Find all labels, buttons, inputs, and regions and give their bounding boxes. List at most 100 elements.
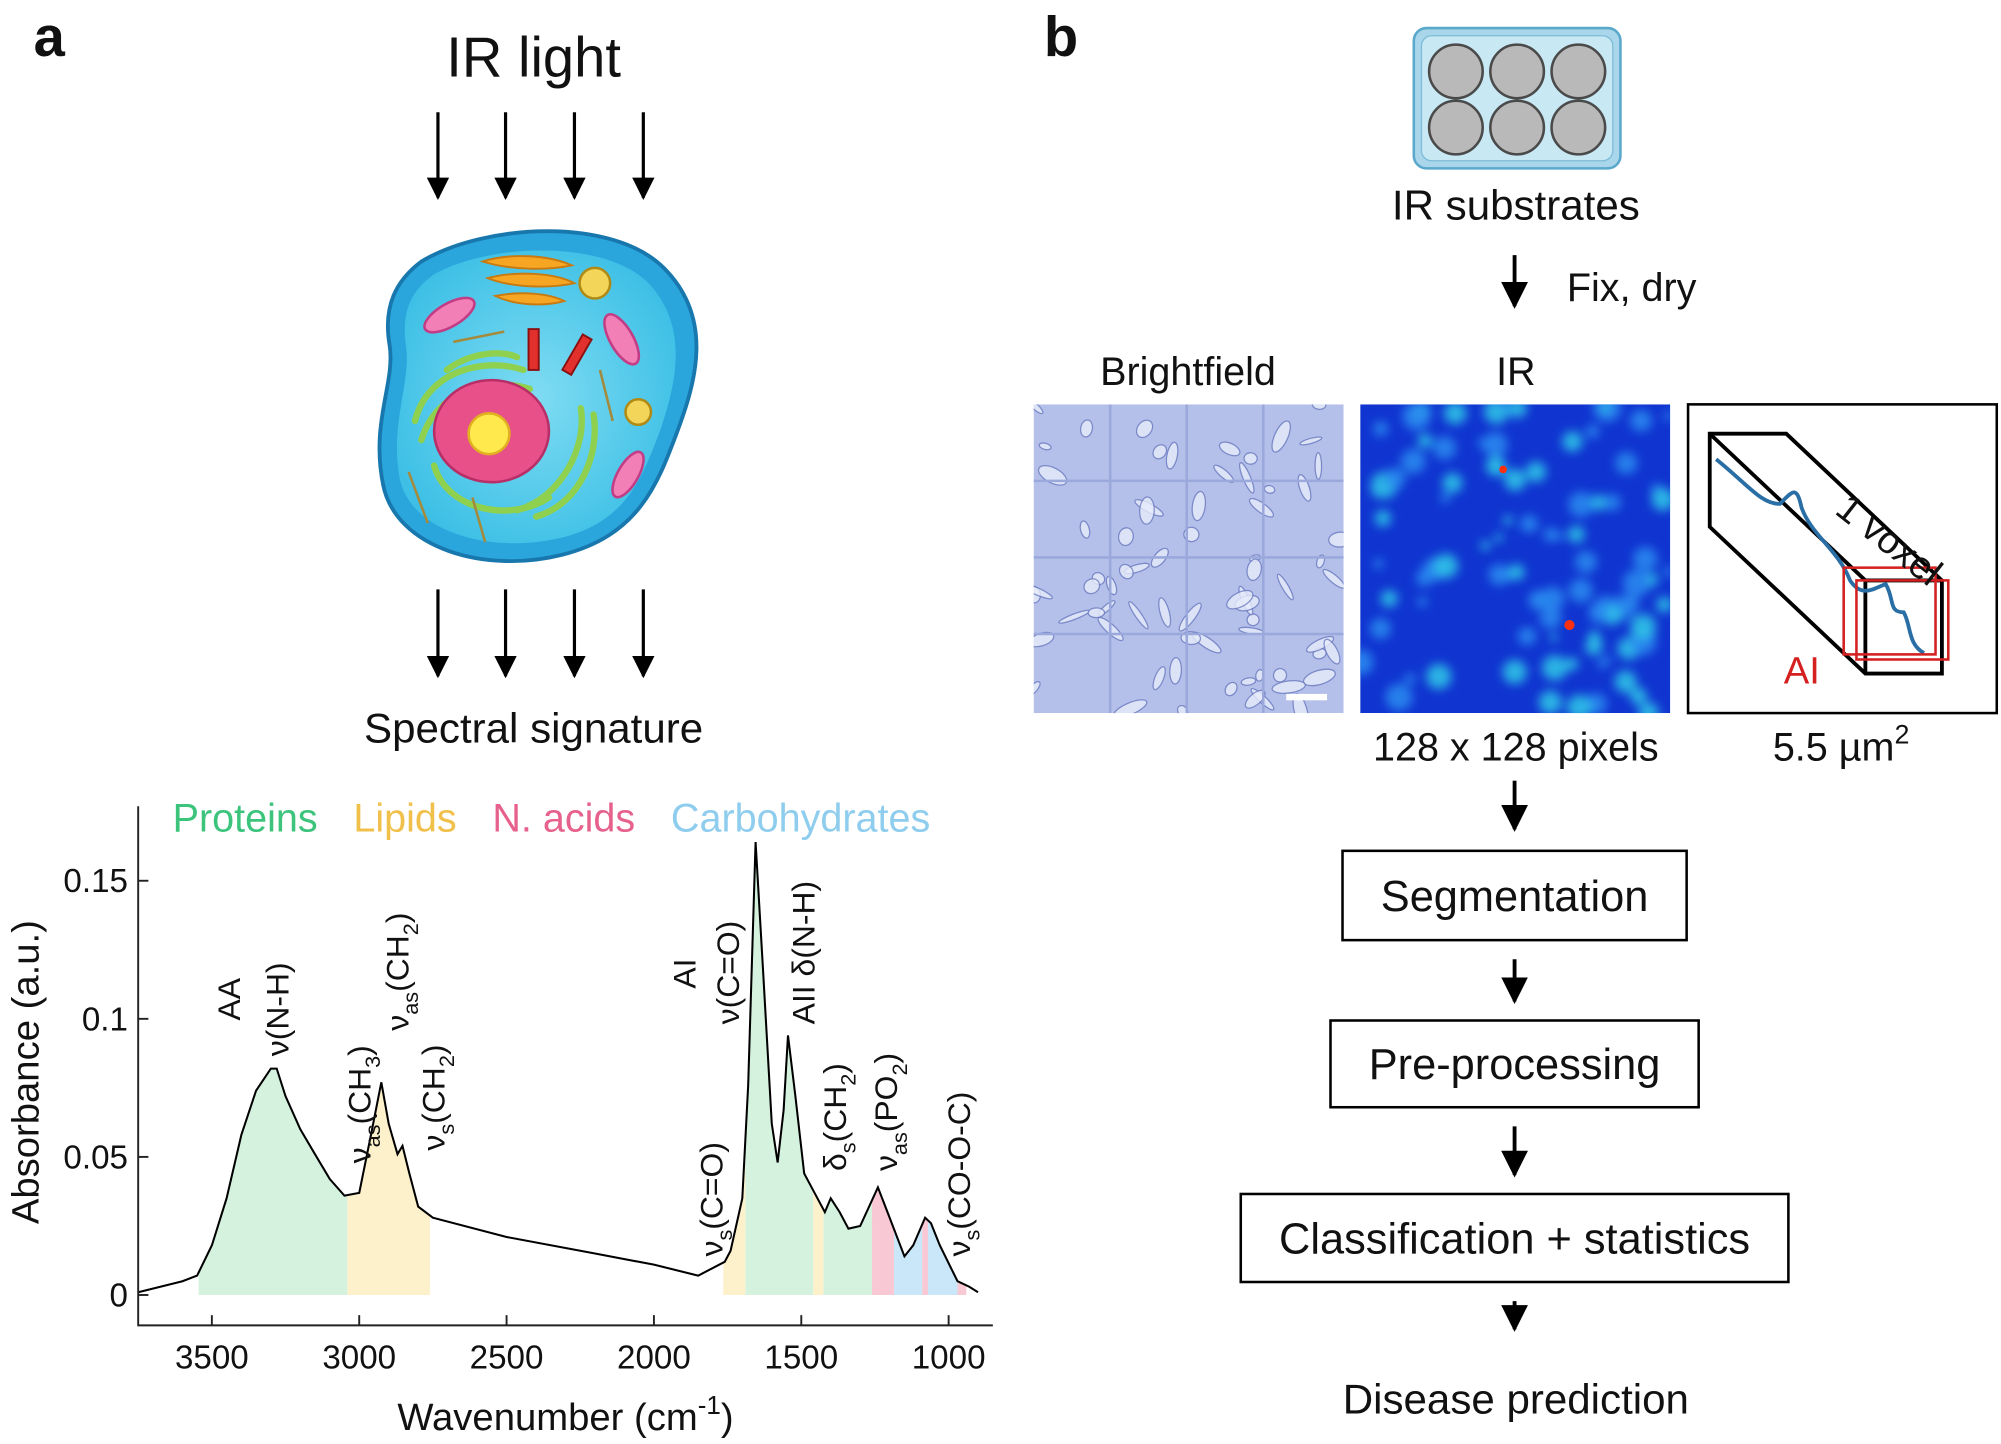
text-part: ) [868, 1053, 904, 1064]
peak-annotation: νs(CO-O-C) [941, 1092, 985, 1257]
cell-texture [1238, 462, 1255, 494]
cell-texture [1271, 420, 1291, 453]
cell-texture [1630, 613, 1657, 640]
text-part: ) [341, 1045, 377, 1056]
legend-entry: Lipids [353, 797, 456, 841]
y-tick-label: 0.1 [82, 1001, 128, 1038]
cell-texture [1433, 553, 1459, 579]
cell-texture [1191, 490, 1207, 522]
cell-texture [1541, 655, 1568, 681]
x-tick-label: 1500 [764, 1340, 838, 1377]
cell-texture [1623, 595, 1640, 612]
cell-texture [1656, 596, 1671, 613]
peak-annotation: νs(CH2) [415, 1044, 459, 1150]
cell-texture [1323, 638, 1341, 665]
cell-texture [1629, 687, 1648, 705]
x-tick-label: 1000 [912, 1340, 986, 1377]
cell-texture [1033, 680, 1041, 697]
x-tick-label: 3000 [322, 1340, 396, 1377]
y-tick-label: 0.05 [63, 1139, 128, 1176]
text-part: ν(N-H) [260, 962, 296, 1056]
cell-texture [1033, 582, 1053, 600]
well-plate [1412, 26, 1622, 170]
text-part: as [398, 992, 423, 1015]
text-part: 2 [1894, 720, 1909, 750]
text-part: ) [721, 1396, 734, 1439]
cell-texture [1322, 568, 1344, 589]
text-part: (CH [380, 935, 416, 992]
cell-texture [1590, 494, 1607, 511]
cell-texture [1443, 404, 1467, 425]
cell-texture [1663, 566, 1671, 577]
x-tick-label: 2000 [617, 1340, 691, 1377]
cell-texture [1087, 607, 1106, 619]
peak-annotation: δs(CH2) [817, 1063, 861, 1171]
cell-texture [1482, 432, 1508, 457]
y-axis-label: Absorbance (a.u.) [5, 920, 48, 1224]
text-part: AA [211, 977, 247, 1020]
text-part: 2 [434, 1055, 459, 1067]
legend-entry: N. acids [492, 797, 635, 841]
cell-texture [1117, 527, 1134, 547]
panel-label: b [1044, 5, 1078, 68]
cell-texture [1480, 540, 1491, 551]
cell-texture [1565, 657, 1579, 671]
cell-texture [1139, 496, 1155, 525]
cell-texture [1494, 533, 1503, 543]
y-tick-label: 0 [110, 1277, 128, 1314]
cell-texture [1490, 465, 1500, 475]
text-part: (C=O) [693, 1142, 729, 1230]
cell-texture [1568, 491, 1594, 518]
brightfield-image [1033, 404, 1344, 714]
cell-texture [1384, 467, 1406, 489]
cell-texture [1503, 515, 1513, 526]
cell-texture [1400, 448, 1426, 474]
text-part: as [360, 1124, 385, 1147]
cell-texture [1033, 404, 1044, 415]
spectrum-line [137, 841, 979, 1294]
text-part: (CH [817, 1086, 853, 1143]
legend-entry: Carbohydrates [671, 797, 930, 841]
step-label: Segmentation [1381, 873, 1649, 921]
cell-texture [1539, 607, 1562, 629]
cell-texture [1488, 564, 1510, 586]
cell-texture [1079, 520, 1091, 539]
ir-label: IR [1496, 350, 1536, 394]
text-part: s [836, 1142, 861, 1153]
cell-texture [1630, 409, 1652, 432]
peak-annotation: νas(CH3) [341, 1045, 385, 1163]
peak-annotation: AA [211, 977, 247, 1020]
cell-texture [1402, 404, 1431, 431]
cell-texture [1276, 573, 1294, 601]
cell-texture [1663, 411, 1671, 421]
cell-texture [1543, 527, 1558, 542]
cell-texture [1633, 546, 1658, 572]
cell-texture [1614, 670, 1637, 693]
peak-annotation: AI [667, 958, 703, 988]
text-part: s [959, 1230, 984, 1241]
cell-texture [1638, 702, 1659, 714]
cell-texture [1440, 492, 1451, 504]
prep-label: Fix, dry [1567, 266, 1697, 310]
cell-texture [1243, 452, 1258, 465]
text-part: 2 [398, 923, 423, 935]
cell-texture [1597, 659, 1607, 669]
cell-texture [1549, 633, 1558, 642]
cell-texture [1417, 433, 1433, 449]
cell-texture [1224, 681, 1238, 697]
cell-texture [1373, 421, 1389, 437]
cell-texture [1499, 404, 1510, 410]
cell-texture [1585, 424, 1600, 439]
cell-texture [1483, 404, 1510, 424]
text-part: 5.5 µm [1773, 725, 1895, 769]
cell-illustration [377, 229, 699, 563]
text-part: (CH [341, 1068, 377, 1125]
cell-texture [1593, 404, 1622, 422]
step-box [1341, 849, 1688, 942]
cell-texture [1038, 442, 1052, 451]
cell-texture [1374, 510, 1392, 527]
cell-texture [1651, 487, 1671, 511]
cell-texture [1314, 451, 1323, 480]
text-part: (CH [415, 1067, 451, 1124]
text-part: s [712, 1230, 737, 1241]
